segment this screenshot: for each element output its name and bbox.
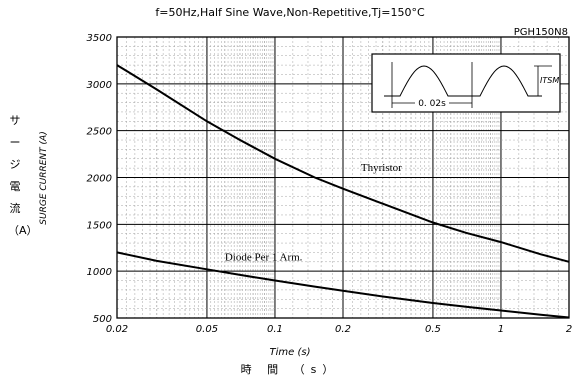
inset-box: [371, 53, 561, 113]
x-tick-label: 2: [566, 324, 572, 335]
y-tick-label: 2500: [87, 127, 112, 138]
x-tick-label: 0.5: [425, 324, 441, 335]
x-axis-label-en: Time (s): [269, 347, 311, 358]
y-tick-label: 3000: [87, 80, 112, 91]
inset-waveform: [384, 65, 542, 97]
y-tick-label: 1500: [87, 220, 112, 231]
x-tick-label: 0.02: [106, 324, 128, 335]
inset-current-label: ITSM: [540, 76, 559, 85]
y-axis-label-jp-char: ー: [9, 136, 21, 149]
y-tick-label: 1000: [87, 267, 112, 278]
y-axis-label-jp-char: 流: [9, 202, 21, 215]
x-tick-label: 0.1: [267, 324, 283, 335]
diode-label: Diode Per 1 Arm.: [225, 251, 303, 263]
inset-period-label: 0. 02s: [418, 99, 446, 109]
plot-frame: [116, 36, 570, 319]
part-number: PGH150N8: [513, 27, 568, 38]
thyristor-curve: [116, 64, 570, 263]
y-axis-label-jp-char: サ: [9, 114, 21, 127]
y-axis-label-jp-char: 電: [9, 180, 21, 193]
chart-title: f=50Hz,Half Sine Wave,Non-Repetitive,Tj=…: [155, 6, 425, 19]
y-axis-label-jp-char: ジ: [9, 158, 21, 171]
thyristor-label: Thyristor: [361, 162, 402, 174]
inset-period-label-bg: [415, 97, 449, 108]
y-tick-label: 2000: [87, 174, 112, 185]
y-tick-label: 500: [93, 314, 112, 325]
x-axis-label-jp: 時 間 （s）: [240, 363, 340, 376]
y-tick-label: 3500: [87, 33, 112, 44]
x-tick-label: 0.2: [335, 324, 351, 335]
diode-curve: [116, 251, 570, 319]
x-tick-label: 0.05: [196, 324, 218, 335]
x-tick-label: 1: [498, 324, 504, 335]
